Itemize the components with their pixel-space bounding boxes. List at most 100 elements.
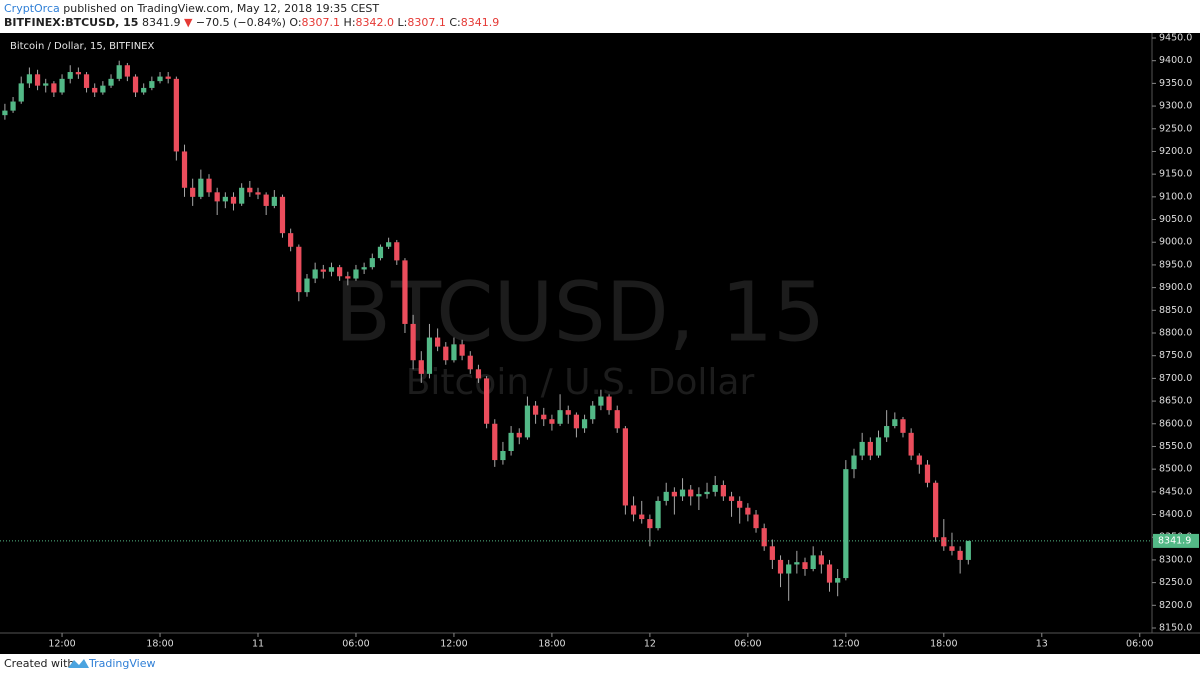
candle-body bbox=[900, 419, 906, 433]
y-tick-label: 8200.0 bbox=[1159, 600, 1192, 611]
candle-body bbox=[573, 414, 580, 429]
footer-brand[interactable]: TradingView bbox=[88, 657, 155, 670]
candle-body bbox=[34, 74, 41, 86]
candle-body bbox=[467, 355, 473, 370]
candle-body bbox=[312, 269, 318, 279]
candle-body bbox=[116, 65, 122, 79]
chart-title: Bitcoin / Dollar, 15, BITFINEX bbox=[10, 41, 154, 52]
y-tick-label: 8850.0 bbox=[1159, 305, 1192, 316]
symbol-line: BITFINEX:BTCUSD, 15 8341.9 ▼ −70.5 (−0.8… bbox=[4, 16, 499, 29]
candle-body bbox=[598, 396, 604, 406]
candle-body bbox=[43, 83, 49, 86]
last-price-label: 8341.9 bbox=[1158, 535, 1191, 546]
y-tick-label: 9350.0 bbox=[1159, 78, 1192, 89]
x-tick-label: 12 bbox=[644, 639, 656, 650]
candle-body bbox=[247, 187, 253, 193]
x-tick-label: 13 bbox=[1036, 639, 1048, 650]
candle-body bbox=[590, 405, 596, 420]
candle-body bbox=[933, 482, 939, 538]
h-label: H: bbox=[344, 16, 356, 29]
candle-body bbox=[59, 78, 65, 93]
arrow: ▼ bbox=[184, 16, 193, 29]
logo bbox=[68, 659, 89, 668]
candle-body bbox=[630, 505, 637, 515]
y-tick-label: 8950.0 bbox=[1159, 259, 1192, 270]
candle-body bbox=[892, 419, 898, 427]
o: 8307.1 bbox=[302, 16, 341, 29]
candle-body bbox=[957, 550, 963, 560]
candle-body bbox=[916, 455, 922, 465]
candle-body bbox=[353, 269, 359, 279]
candle-body bbox=[516, 432, 522, 438]
x-tick-label: 18:00 bbox=[538, 639, 565, 650]
candle-body bbox=[459, 344, 465, 356]
candle-body bbox=[965, 540, 971, 560]
candle-body bbox=[908, 432, 914, 456]
y-tick-label: 8500.0 bbox=[1159, 464, 1192, 475]
candle-body bbox=[418, 360, 424, 374]
candle-body bbox=[320, 269, 326, 272]
candle-body bbox=[222, 196, 228, 202]
watermark: BTCUSD, 15 bbox=[335, 265, 825, 360]
candle-body bbox=[696, 494, 702, 497]
x-tick-label: 06:00 bbox=[342, 639, 369, 650]
candle-body bbox=[386, 242, 392, 247]
author[interactable]: CryptOrca bbox=[4, 2, 60, 15]
candle-body bbox=[263, 194, 269, 206]
candle-body bbox=[663, 491, 669, 501]
x-tick-label: 12:00 bbox=[832, 639, 859, 650]
candle-body bbox=[524, 405, 531, 438]
candle-body bbox=[239, 187, 245, 204]
candle-body bbox=[165, 76, 171, 79]
l-label: L: bbox=[398, 16, 408, 29]
candle-body bbox=[835, 578, 841, 583]
candle-body bbox=[328, 267, 335, 272]
candle-body bbox=[108, 78, 114, 86]
candle-body bbox=[622, 428, 629, 506]
l: 8307.1 bbox=[407, 16, 446, 29]
candle-body bbox=[394, 242, 400, 261]
candle-body bbox=[435, 337, 441, 347]
y-tick-label: 9050.0 bbox=[1159, 214, 1192, 225]
candle-body bbox=[451, 344, 457, 361]
y-tick-label: 9100.0 bbox=[1159, 191, 1192, 202]
y-tick-label: 8800.0 bbox=[1159, 328, 1192, 339]
candle-body bbox=[826, 564, 833, 583]
last: 8341.9 bbox=[142, 16, 181, 29]
candle-body bbox=[361, 267, 367, 270]
candle-body bbox=[230, 196, 237, 204]
y-tick-label: 8550.0 bbox=[1159, 441, 1192, 452]
candle-body bbox=[745, 507, 751, 515]
candle-body bbox=[26, 74, 33, 84]
candle-body bbox=[198, 178, 204, 197]
chart-panel bbox=[0, 33, 1200, 654]
candle-body bbox=[141, 87, 147, 93]
y-tick-label: 9200.0 bbox=[1159, 146, 1192, 157]
y-tick-label: 9250.0 bbox=[1159, 123, 1192, 134]
x-tick-label: 06:00 bbox=[734, 639, 761, 650]
candle-body bbox=[794, 562, 800, 565]
y-tick-label: 9400.0 bbox=[1159, 55, 1192, 66]
candle-body bbox=[704, 491, 710, 495]
candle-body bbox=[83, 74, 90, 88]
candle-body bbox=[304, 278, 310, 293]
y-tick-label: 8450.0 bbox=[1159, 486, 1192, 497]
candle-body bbox=[51, 83, 57, 93]
candle-body bbox=[549, 419, 555, 424]
candle-body bbox=[181, 151, 188, 188]
candle-body bbox=[124, 65, 130, 77]
y-tick-label: 8700.0 bbox=[1159, 373, 1192, 384]
candle-body bbox=[483, 378, 490, 424]
y-tick-label: 8900.0 bbox=[1159, 282, 1192, 293]
candle-body bbox=[402, 260, 408, 324]
candle-body bbox=[377, 246, 384, 259]
candle-body bbox=[443, 346, 449, 361]
candle-body bbox=[100, 85, 106, 93]
candle-body bbox=[410, 323, 416, 361]
candle-body bbox=[639, 514, 645, 520]
candle-body bbox=[753, 514, 759, 529]
y-tick-label: 9450.0 bbox=[1159, 33, 1192, 44]
candle-body bbox=[157, 76, 163, 82]
candle-body bbox=[279, 196, 286, 234]
